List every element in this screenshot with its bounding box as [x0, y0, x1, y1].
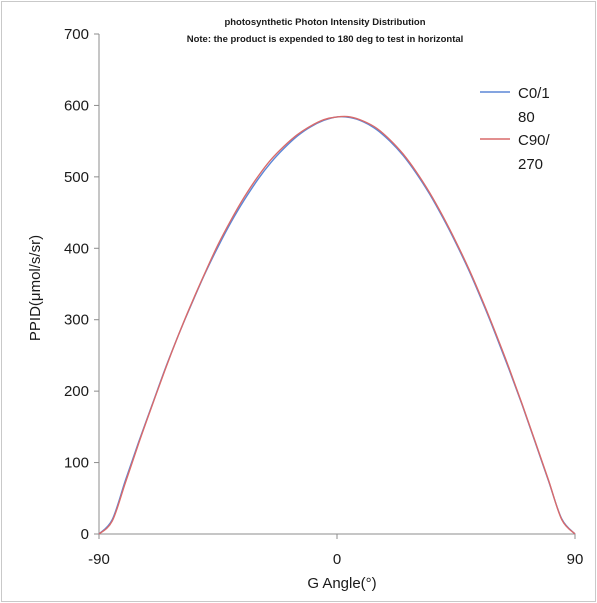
legend: C0/1 80 C90/270	[480, 85, 551, 173]
x-axis-ticks: -90 0 90	[88, 534, 583, 568]
series-line-1	[98, 115, 576, 535]
y-axis-ticks: 0 100 200 300 400 500 600 700	[64, 26, 99, 543]
legend-label-1: C0/1	[518, 85, 550, 102]
x-axis-title: G Angle(°)	[307, 575, 376, 592]
legend-label-2: C90/	[518, 132, 551, 149]
y-tick-label: 200	[64, 383, 89, 400]
y-tick-label: 300	[64, 312, 89, 329]
x-tick-label: 90	[567, 551, 584, 568]
chart-subtitle: Note: the product is expended to 180 deg…	[187, 34, 464, 45]
series-line-2	[98, 115, 576, 535]
legend-label-2: 270	[518, 156, 543, 173]
y-axis-title: PPID(μmol/s/sr)	[27, 235, 44, 341]
chart-title: photosynthetic Photon Intensity Distribu…	[224, 17, 425, 28]
y-tick-label: 100	[64, 455, 89, 472]
y-tick-label: 500	[64, 169, 89, 186]
series-layer	[98, 115, 576, 535]
x-tick-label: -90	[88, 551, 110, 568]
y-tick-label: 600	[64, 97, 89, 114]
y-tick-label: 400	[64, 240, 89, 257]
y-tick-label: 0	[81, 526, 89, 543]
x-tick-label: 0	[333, 551, 341, 568]
y-tick-label: 700	[64, 26, 89, 43]
legend-label-1: 80	[518, 109, 535, 126]
